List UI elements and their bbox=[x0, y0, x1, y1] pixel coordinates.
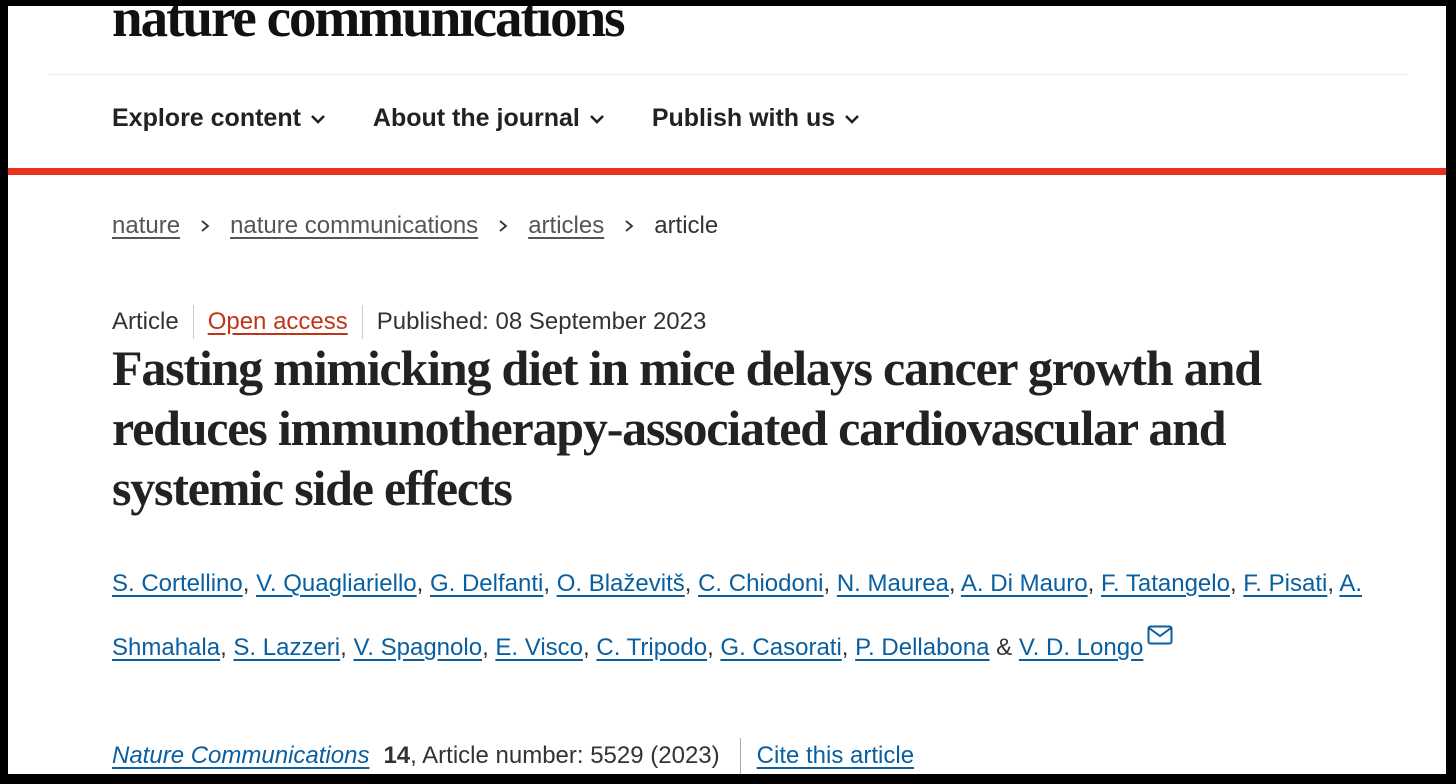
mail-icon[interactable] bbox=[1147, 625, 1173, 645]
author-link[interactable]: F. Pisati bbox=[1243, 570, 1328, 597]
author-link[interactable]: A. Shmahala bbox=[112, 570, 1363, 661]
chevron-down-icon bbox=[845, 114, 860, 124]
author-link[interactable]: C. Chiodoni bbox=[698, 570, 824, 597]
chevron-down-icon bbox=[311, 114, 325, 124]
chevron-down-icon bbox=[589, 114, 604, 124]
author-list: S. Cortellino, V. Quagliariello, G. Delf… bbox=[112, 570, 1363, 661]
author-link[interactable]: F. Tatangelo bbox=[1100, 570, 1230, 597]
nav-about-the-journal[interactable]: About the journal bbox=[373, 104, 606, 133]
author-link[interactable]: V. Spagnolo bbox=[353, 634, 483, 661]
author-link[interactable]: N. Maurea bbox=[836, 570, 949, 597]
chevron-right-icon bbox=[499, 220, 508, 232]
breadcrumb-nature[interactable]: nature bbox=[112, 212, 181, 239]
author-link[interactable]: E. Visco bbox=[495, 634, 584, 661]
author-link[interactable]: G. Delfanti bbox=[429, 570, 544, 597]
article-title: Fasting mimicking diet in mice delays ca… bbox=[112, 340, 1262, 516]
journal-link[interactable]: Nature Communications bbox=[112, 742, 370, 769]
chevron-right-icon bbox=[625, 220, 634, 232]
meta-divider bbox=[361, 305, 363, 339]
journal-logo[interactable]: nature communications bbox=[112, 6, 626, 48]
breadcrumb-current: article bbox=[654, 212, 719, 239]
article-number: , Article number: 5529 (2023) bbox=[410, 742, 720, 769]
article-meta: Article Open access Published: 08 Septem… bbox=[112, 305, 706, 339]
nav-label: About the journal bbox=[372, 104, 580, 132]
breadcrumb: nature nature communications articles ar… bbox=[112, 212, 718, 240]
nav-publish-with-us[interactable]: Publish with us bbox=[652, 104, 861, 133]
article-page: nature communications Explore content Ab… bbox=[8, 6, 1446, 774]
open-access-link[interactable]: Open access bbox=[207, 308, 348, 335]
author-link[interactable]: C. Tripodo bbox=[596, 634, 708, 661]
author-link[interactable]: O. Blaževitš bbox=[556, 570, 685, 597]
nav-label: Publish with us bbox=[651, 104, 836, 132]
author-link[interactable]: P. Dellabona bbox=[855, 634, 990, 661]
author-link[interactable]: V. Quagliariello bbox=[256, 570, 417, 597]
chevron-right-icon bbox=[201, 220, 210, 232]
article-type: Article bbox=[112, 308, 179, 335]
breadcrumb-nature-communications[interactable]: nature communications bbox=[230, 212, 479, 239]
citation-line: Nature Communications 14 , Article numbe… bbox=[112, 738, 914, 774]
volume-number: 14 bbox=[383, 742, 411, 769]
author-link-corresponding[interactable]: V. D. Longo bbox=[1018, 634, 1144, 661]
header-divider bbox=[48, 74, 1408, 75]
published-date: Published: 08 September 2023 bbox=[376, 308, 707, 335]
author-link[interactable]: A. Di Mauro bbox=[960, 570, 1088, 597]
author-link[interactable]: G. Casorati bbox=[720, 634, 842, 661]
accent-bar bbox=[8, 168, 1446, 175]
citation-divider bbox=[739, 738, 741, 774]
cite-this-article-link[interactable]: Cite this article bbox=[756, 742, 915, 769]
author-link[interactable]: S. Lazzeri bbox=[233, 634, 341, 661]
author-link[interactable]: S. Cortellino bbox=[112, 570, 243, 597]
author-conjunction: & bbox=[996, 634, 1013, 661]
nav-explore-content[interactable]: Explore content bbox=[112, 104, 327, 133]
main-nav: Explore content About the journal Publis… bbox=[112, 104, 861, 133]
nav-label: Explore content bbox=[112, 104, 301, 132]
meta-divider bbox=[192, 305, 194, 339]
breadcrumb-articles[interactable]: articles bbox=[528, 212, 605, 239]
